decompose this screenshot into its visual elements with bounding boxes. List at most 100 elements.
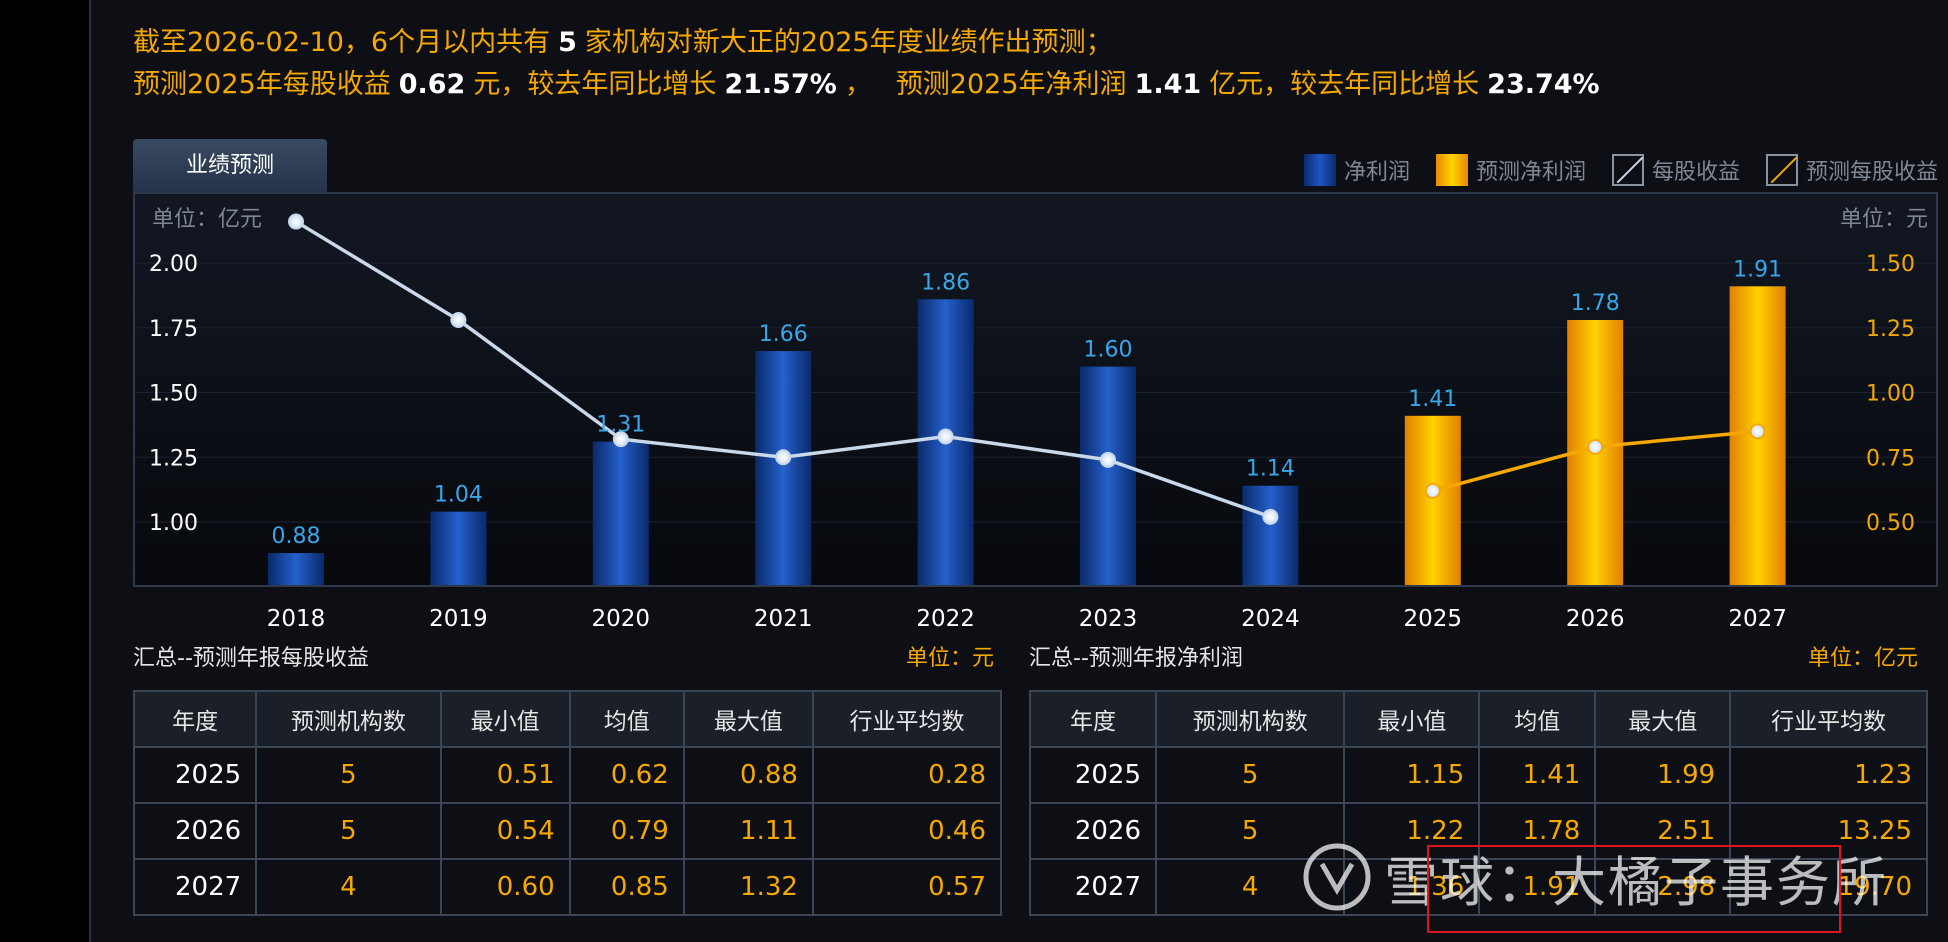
legend-label: 预测净利润	[1475, 160, 1586, 185]
table-cell: 1.15	[1343, 746, 1481, 804]
x-tick-label: 2019	[429, 606, 488, 632]
data-point	[288, 213, 304, 230]
right-tick-label: 0.50	[1866, 511, 1915, 536]
table-header-row: 年度 预测机构数 最小值 均值 最大值 行业平均数	[132, 690, 1003, 748]
table-cell: 5	[255, 802, 442, 860]
column-header: 年度	[1029, 690, 1157, 748]
forecast-summary: 截至2026-02-10，6个月以内共有 5 家机构对新大正的2025年度业绩作出预…	[133, 22, 1608, 106]
left-divider	[89, 0, 91, 942]
legend-label: 每股收益	[1651, 160, 1740, 185]
summary-line-1: 截至2026-02-10，6个月以内共有 5 家机构对新大正的2025年度业绩作出预…	[133, 22, 1608, 64]
column-header: 行业平均数	[811, 690, 1003, 748]
tab-performance-forecast[interactable]: 业绩预测	[133, 139, 327, 193]
x-tick-label: 2022	[916, 606, 975, 632]
institution-count: 5	[558, 27, 577, 58]
table-cell: 0.57	[811, 858, 1003, 916]
summary-text: 元，较去年同比增长	[473, 69, 717, 100]
bar-value-label: 1.14	[1246, 457, 1295, 482]
column-header: 行业平均数	[1729, 690, 1928, 748]
bar	[268, 553, 324, 585]
gold-bar-swatch-icon	[1435, 154, 1468, 186]
data-point	[612, 431, 629, 448]
eps-table-unit: 单位：元	[906, 646, 995, 671]
bar-value-label: 1.86	[921, 270, 970, 295]
column-header: 最大值	[682, 690, 814, 748]
eps-forecast-value: 0.62	[398, 69, 466, 100]
table-cell: 0.51	[439, 746, 571, 804]
legend-item-forecast-eps[interactable]: 预测每股收益	[1765, 154, 1938, 186]
column-header: 均值	[1478, 690, 1597, 748]
bar	[430, 511, 487, 585]
table-cell: 5	[255, 746, 442, 804]
net-profit-growth-value: 23.74%	[1487, 69, 1600, 100]
column-header: 最大值	[1594, 690, 1732, 748]
table-row: 2027 4 1.36 1.91 2.98 19.70	[1029, 858, 1928, 916]
legend-item-eps[interactable]: 每股收益	[1611, 154, 1740, 186]
table-cell: 4	[1154, 858, 1346, 916]
orange-line-swatch-icon	[1765, 154, 1798, 186]
legend-item-forecast-net-profit[interactable]: 预测净利润	[1435, 154, 1586, 186]
table-cell: 1.41	[1478, 746, 1597, 804]
summary-text: 截至2026-02-10，6个月以内共有	[133, 27, 551, 58]
column-header: 预测机构数	[1154, 690, 1346, 748]
data-point	[1749, 423, 1766, 440]
right-tick-label: 1.50	[1866, 252, 1915, 277]
table-row: 2027 4 0.60 0.85 1.32 0.57	[132, 858, 1003, 916]
left-tick-label: 1.25	[149, 446, 198, 471]
table-cell: 5	[1154, 746, 1346, 804]
net-profit-forecast-table: 年度 预测机构数 最小值 均值 最大值 行业平均数 2025 5 1.15 1.41 1.99 1.2…	[1029, 690, 1928, 916]
watermark-text: 雪球：大橘子事务所	[1384, 851, 1888, 914]
data-point	[1262, 508, 1279, 525]
table-cell: 0.60	[439, 858, 571, 916]
x-tick-label: 2024	[1241, 606, 1300, 632]
data-point	[450, 311, 467, 328]
summary-text: 家机构对新大正的2025年度业绩作出预测；	[584, 27, 1113, 58]
table-cell: 0.28	[811, 746, 1003, 804]
legend-label: 净利润	[1343, 160, 1410, 185]
bar-value-label: 1.78	[1571, 291, 1620, 316]
column-header: 均值	[568, 690, 685, 748]
highlight-box	[1427, 845, 1841, 933]
left-tick-label: 2.00	[149, 252, 198, 277]
x-tick-label: 2023	[1079, 606, 1138, 632]
table-cell: 1.32	[682, 858, 814, 916]
legend-item-net-profit[interactable]: 净利润	[1303, 154, 1410, 186]
blue-bar-swatch-icon	[1303, 154, 1336, 186]
table-cell: 4	[255, 858, 442, 916]
table-cell: 1.78	[1478, 802, 1597, 860]
x-tick-label: 2020	[592, 606, 651, 632]
table-cell: 1.22	[1343, 802, 1481, 860]
table-cell: 5	[1154, 802, 1346, 860]
net-profit-forecast-value: 1.41	[1134, 69, 1202, 100]
bar	[755, 351, 812, 585]
data-point	[1587, 438, 1604, 455]
table-cell: 0.46	[811, 802, 1003, 860]
table-row: 2026 5 0.54 0.79 1.11 0.46	[132, 802, 1003, 860]
x-tick-label: 2025	[1404, 606, 1463, 632]
data-point	[775, 449, 792, 466]
bar-value-label: 1.41	[1408, 387, 1457, 412]
column-header: 预测机构数	[255, 690, 442, 748]
xueqiu-logo-icon	[1303, 843, 1371, 911]
table-cell: 1.99	[1594, 746, 1732, 804]
left-tick-label: 1.50	[149, 382, 198, 407]
table-cell: 2.98	[1594, 858, 1732, 916]
x-tick-label: 2026	[1566, 606, 1625, 632]
np-table-unit: 单位：亿元	[1808, 646, 1919, 671]
summary-text: 亿元，较去年同比增长	[1209, 69, 1480, 100]
bar-value-label: 1.91	[1733, 257, 1782, 282]
table-cell: 19.70	[1729, 858, 1928, 916]
table-header-row: 年度 预测机构数 最小值 均值 最大值 行业平均数	[1029, 690, 1928, 748]
summary-text: 预测2025年净利润	[895, 69, 1127, 100]
summary-line-2: 预测2025年每股收益 0.62 元，较去年同比增长 21.57%， 预测2025年净利…	[133, 64, 1608, 106]
summary-text: 预测2025年每股收益	[133, 69, 391, 100]
eps-growth-value: 21.57%	[724, 69, 837, 100]
right-tick-label: 0.75	[1866, 446, 1915, 471]
table-cell: 0.79	[568, 802, 685, 860]
table-cell: 1.11	[682, 802, 814, 860]
eps-forecast-table: 年度 预测机构数 最小值 均值 最大值 行业平均数 2025 5 0.51 0.62 0.88 0.2…	[132, 690, 1003, 916]
bar	[1080, 366, 1136, 585]
table-row: 2025 5 1.15 1.41 1.99 1.23	[1029, 746, 1928, 804]
table-row: 2025 5 0.51 0.62 0.88 0.28	[132, 746, 1003, 804]
table-cell: 13.25	[1729, 802, 1928, 860]
